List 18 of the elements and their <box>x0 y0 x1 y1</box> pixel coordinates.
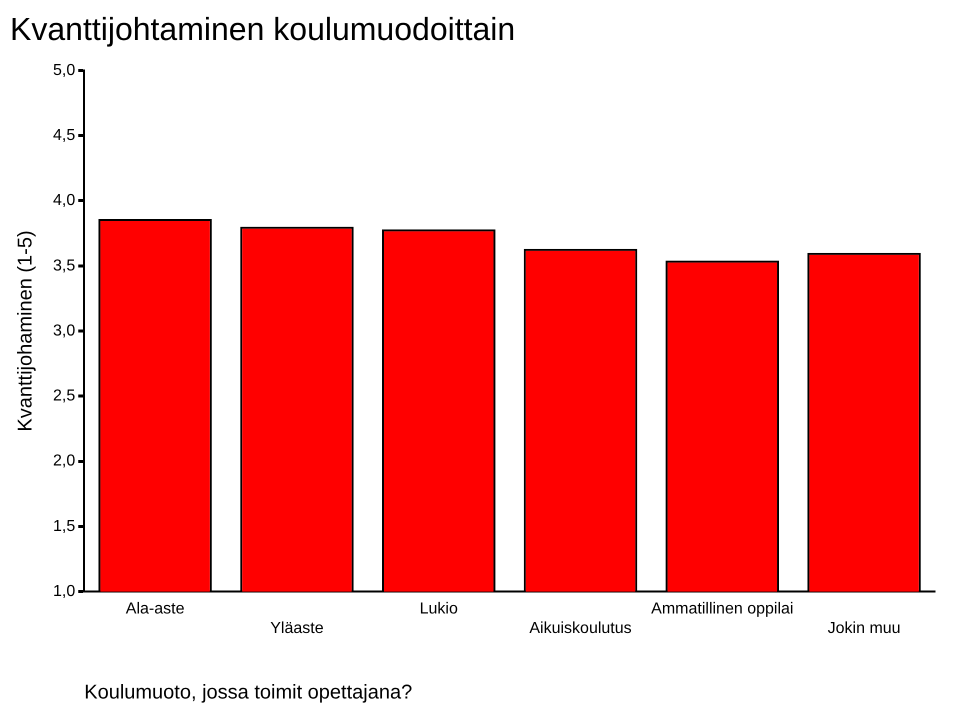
y-tick-label: 3,0 <box>52 322 76 340</box>
x-tick-label: Yläaste <box>270 620 324 637</box>
y-tick-label: 5,0 <box>52 62 76 79</box>
y-tick-label: 1,0 <box>52 583 76 600</box>
y-tick-label: 2,0 <box>52 452 76 470</box>
x-tick-label: Ammatillinen oppilai <box>651 600 794 618</box>
x-tick-label: Lukio <box>420 600 458 618</box>
chart-title: Kvanttijohtaminen koulumuodoittain <box>10 11 516 48</box>
y-tick-label: 4,5 <box>52 126 76 144</box>
x-tick-label: Ala-aste <box>126 600 185 618</box>
x-axis-title: Koulumuoto, jossa toimit opettajana? <box>84 682 412 704</box>
y-tick-label: 1,5 <box>52 518 76 535</box>
x-tick-label: Aikuiskoulutus <box>529 620 632 637</box>
y-tick-label: 4,0 <box>52 192 76 210</box>
x-tick-label: Jokin muu <box>828 620 901 637</box>
y-tick-label: 2,5 <box>52 388 76 405</box>
y-tick-label: 3,5 <box>52 257 76 274</box>
y-axis-title: Kvanttijohaminen (1-5) <box>14 230 37 432</box>
